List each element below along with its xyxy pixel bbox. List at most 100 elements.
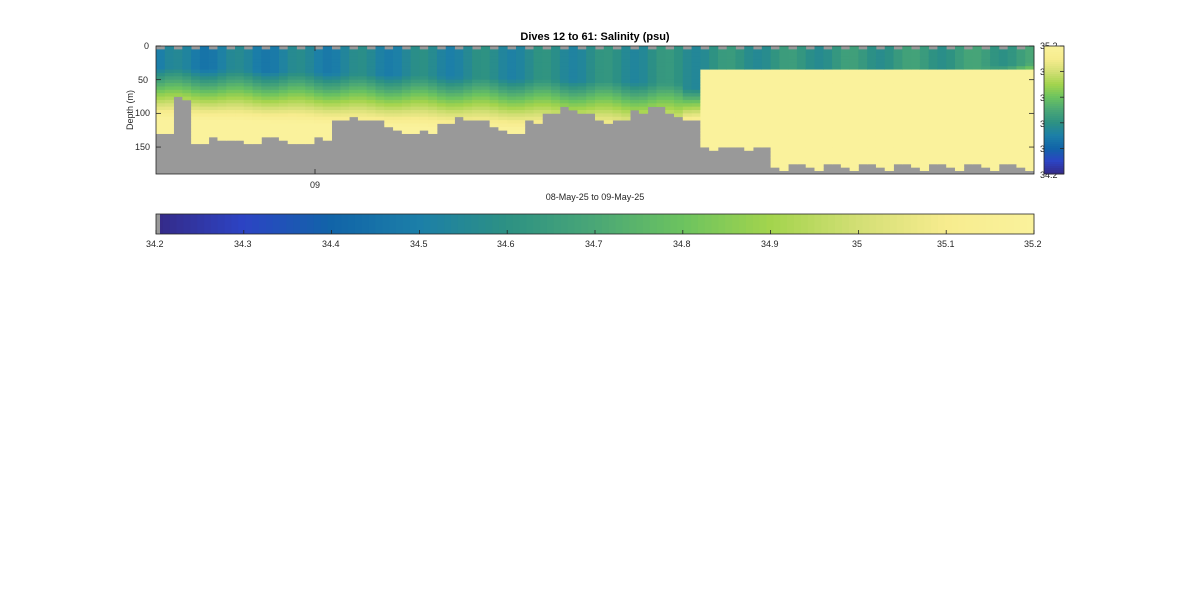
salinity-cell xyxy=(357,83,368,87)
salinity-cell xyxy=(621,72,631,77)
salinity-cell xyxy=(314,96,324,101)
salinity-cell xyxy=(963,52,973,57)
salinity-cell xyxy=(832,72,842,77)
salinity-cell xyxy=(480,83,491,87)
salinity-cell xyxy=(463,106,473,111)
colorbar-swatch xyxy=(697,214,706,234)
colorbar-swatch xyxy=(1044,82,1064,85)
salinity-cell xyxy=(498,116,508,121)
salinity-cell xyxy=(946,89,956,94)
salinity-cell xyxy=(788,130,798,134)
salinity-cell xyxy=(551,52,561,57)
colorbar-swatch xyxy=(896,214,905,234)
salinity-cell xyxy=(1007,147,1017,151)
salinity-cell xyxy=(990,66,1000,70)
salinity-cell xyxy=(164,93,174,97)
colorbar-swatch xyxy=(745,214,754,234)
salinity-cell xyxy=(445,59,455,64)
salinity-cell xyxy=(796,110,807,114)
salinity-cell xyxy=(1016,113,1026,118)
salinity-cell xyxy=(305,66,315,70)
salinity-cell xyxy=(928,69,938,74)
salinity-cell xyxy=(612,83,622,87)
salinity-cell xyxy=(990,49,1000,54)
salinity-cell xyxy=(1025,49,1035,54)
salinity-cell xyxy=(296,96,306,101)
salinity-cell xyxy=(357,93,368,97)
salinity-cell xyxy=(753,116,763,121)
salinity-cell xyxy=(498,96,508,101)
salinity-cell xyxy=(1007,113,1017,118)
salinity-cell xyxy=(226,62,236,67)
salinity-cell xyxy=(832,113,842,118)
salinity-cell xyxy=(410,103,420,108)
salinity-cell xyxy=(884,52,894,57)
salinity-cell xyxy=(436,72,447,77)
salinity-cell xyxy=(630,56,640,60)
salinity-cell xyxy=(849,49,859,54)
salinity-cell xyxy=(911,113,921,118)
salinity-cell xyxy=(937,140,947,145)
salinity-cell xyxy=(243,79,253,84)
salinity-cell xyxy=(410,59,420,64)
salinity-cell xyxy=(419,69,429,74)
salinity-cell xyxy=(735,79,745,84)
salinity-cell xyxy=(954,66,965,70)
salinity-cell xyxy=(717,89,728,94)
salinity-cell xyxy=(305,123,315,128)
salinity-cell xyxy=(937,133,947,138)
salinity-cell xyxy=(243,69,253,74)
colorbar-swatch xyxy=(1044,50,1064,53)
salinity-cell xyxy=(595,106,605,111)
salinity-cell xyxy=(428,83,438,87)
salinity-cell xyxy=(902,66,912,70)
salinity-cell xyxy=(990,83,1000,87)
salinity-cell xyxy=(884,136,894,141)
salinity-cell xyxy=(428,62,438,67)
salinity-cell xyxy=(700,130,710,134)
salinity-cell xyxy=(375,62,385,67)
salinity-cell xyxy=(954,136,965,141)
salinity-cell xyxy=(840,136,851,141)
salinity-cell xyxy=(805,110,815,114)
colorbar-swatch xyxy=(629,214,637,234)
salinity-cell xyxy=(753,106,763,111)
colorbar-swatch xyxy=(1044,84,1064,87)
salinity-cell xyxy=(156,93,166,97)
salinity-cell xyxy=(603,86,613,91)
colorbar-swatch xyxy=(519,214,527,234)
salinity-cell xyxy=(911,153,921,158)
salinity-cell xyxy=(796,69,807,74)
salinity-cell xyxy=(717,106,728,111)
salinity-cell xyxy=(191,133,201,138)
salinity-cell xyxy=(270,83,280,87)
salinity-cell xyxy=(990,153,1000,158)
colorbar-swatch xyxy=(1044,78,1064,81)
salinity-cell xyxy=(1025,160,1035,165)
salinity-cell xyxy=(805,59,815,64)
salinity-cell xyxy=(744,147,754,151)
salinity-cell xyxy=(524,99,534,104)
colorbar-swatch xyxy=(1044,110,1064,113)
salinity-cell xyxy=(393,56,403,60)
salinity-cell xyxy=(981,143,991,148)
salinity-cell xyxy=(972,76,982,81)
salinity-cell xyxy=(832,59,842,64)
salinity-cell xyxy=(603,72,613,77)
salinity-cell xyxy=(832,86,842,91)
salinity-cell xyxy=(682,106,692,111)
salinity-cell xyxy=(954,46,965,50)
salinity-cell xyxy=(340,103,350,108)
salinity-cell xyxy=(287,72,297,77)
salinity-cell xyxy=(559,99,570,104)
salinity-cell xyxy=(243,56,253,60)
salinity-cell xyxy=(296,62,306,67)
salinity-cell xyxy=(419,116,429,121)
salinity-cell xyxy=(735,72,745,77)
salinity-cell xyxy=(840,160,851,165)
salinity-cell xyxy=(832,147,842,151)
salinity-cell xyxy=(709,136,719,141)
salinity-cell xyxy=(156,130,166,134)
salinity-cell xyxy=(542,59,552,64)
salinity-cell xyxy=(998,116,1009,121)
